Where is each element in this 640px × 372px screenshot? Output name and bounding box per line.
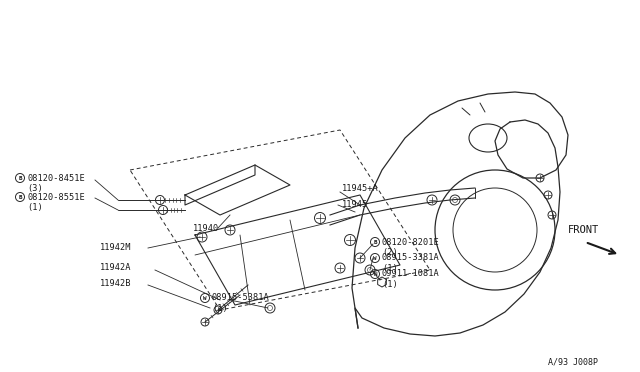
Text: 11940: 11940 xyxy=(193,224,220,232)
Text: 11942M: 11942M xyxy=(100,243,131,251)
Text: A/93 J008P: A/93 J008P xyxy=(548,357,598,366)
Text: (2): (2) xyxy=(382,247,397,257)
Text: W: W xyxy=(204,295,207,301)
Text: 08120-8551E: 08120-8551E xyxy=(27,192,84,202)
Text: 08915-3381A: 08915-3381A xyxy=(382,253,440,263)
Text: N: N xyxy=(373,272,377,276)
Text: 09911-1081A: 09911-1081A xyxy=(382,269,440,279)
Text: (3): (3) xyxy=(27,183,43,192)
Text: W: W xyxy=(373,256,377,260)
Text: B: B xyxy=(19,195,22,199)
Text: (1): (1) xyxy=(27,202,43,212)
Text: 11945: 11945 xyxy=(342,199,368,208)
Text: (1): (1) xyxy=(382,279,397,289)
Text: 11945+A: 11945+A xyxy=(342,183,379,192)
Text: 11942B: 11942B xyxy=(100,279,131,289)
Text: 08915-5381A: 08915-5381A xyxy=(212,294,269,302)
Text: 08120-8451E: 08120-8451E xyxy=(27,173,84,183)
Text: FRONT: FRONT xyxy=(568,225,599,235)
Text: 08120-8201E: 08120-8201E xyxy=(382,237,440,247)
Text: (1): (1) xyxy=(212,304,228,312)
Text: (1): (1) xyxy=(382,263,397,273)
Text: 11942A: 11942A xyxy=(100,263,131,273)
Text: B: B xyxy=(373,240,377,244)
Text: B: B xyxy=(19,176,22,180)
